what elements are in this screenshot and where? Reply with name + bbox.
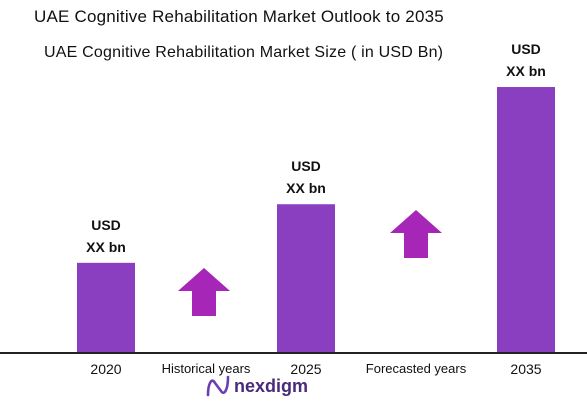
data-label: USD	[511, 41, 541, 57]
annotation-label: Historical years	[162, 361, 251, 376]
data-label: XX bn	[86, 239, 126, 255]
annotation-label: Forecasted years	[366, 361, 467, 376]
bar-2020	[77, 262, 135, 353]
data-label: XX bn	[286, 180, 326, 196]
data-label: USD	[91, 217, 121, 233]
brand-name: nexdigm	[234, 375, 309, 396]
data-label: XX bn	[506, 63, 546, 79]
chart-title: UAE Cognitive Rehabilitation Market Outl…	[34, 7, 444, 26]
data-label: USD	[291, 158, 321, 174]
bar-2025	[277, 204, 335, 353]
x-tick-label: 2035	[510, 361, 541, 377]
growth-arrow-icon	[390, 210, 442, 258]
nexdigm-logo-icon	[206, 375, 230, 397]
x-tick-label: 2025	[290, 361, 321, 377]
brand-logo: nexdigm	[205, 373, 308, 399]
growth-arrow-icon	[178, 268, 230, 316]
x-tick-label: 2020	[90, 361, 121, 377]
chart-subtitle: UAE Cognitive Rehabilitation Market Size…	[44, 44, 444, 61]
bar-2035	[497, 87, 555, 354]
